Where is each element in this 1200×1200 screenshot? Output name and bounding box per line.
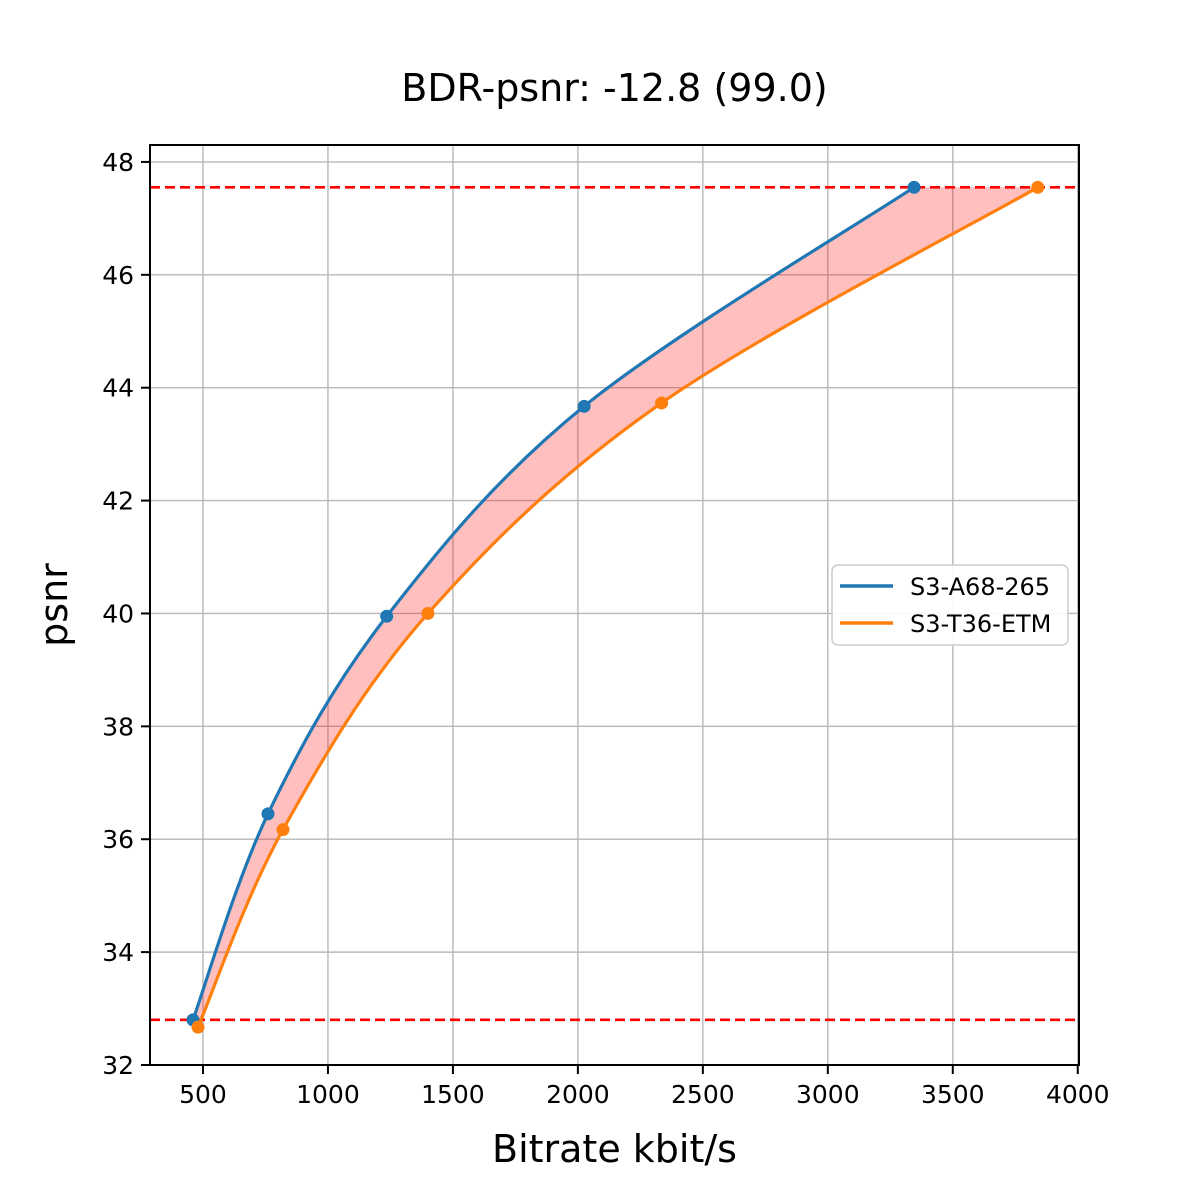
y-tick-label-36: 36 bbox=[102, 825, 134, 854]
y-tick-label-42: 42 bbox=[102, 487, 134, 516]
data-point-S3-A68-265-2 bbox=[380, 609, 394, 623]
x-tick-label-2500: 2500 bbox=[671, 1080, 735, 1109]
x-tick-label-3000: 3000 bbox=[796, 1080, 860, 1109]
y-tick-label-32: 32 bbox=[102, 1051, 134, 1080]
data-point-S3-T36-ETM-0 bbox=[191, 1020, 205, 1034]
y-tick-label-48: 48 bbox=[102, 148, 134, 177]
y-tick-label-46: 46 bbox=[102, 261, 134, 290]
x-tick-label-2000: 2000 bbox=[546, 1080, 610, 1109]
series-curve-S3-T36-ETM bbox=[196, 185, 1040, 1029]
data-point-S3-T36-ETM-1 bbox=[276, 823, 290, 837]
data-point-S3-A68-265-3 bbox=[577, 399, 591, 413]
x-tick-label-1500: 1500 bbox=[421, 1080, 485, 1109]
data-point-S3-T36-ETM-3 bbox=[655, 396, 669, 410]
x-tick-label-3500: 3500 bbox=[921, 1080, 985, 1109]
data-point-S3-A68-265-1 bbox=[261, 807, 275, 821]
chart-title: BDR-psnr: -12.8 (99.0) bbox=[401, 66, 828, 110]
series-curve-S3-A68-265 bbox=[191, 185, 916, 1022]
y-tick-label-38: 38 bbox=[102, 712, 134, 741]
x-tick-label-4000: 4000 bbox=[1046, 1080, 1110, 1109]
plot-border bbox=[149, 144, 1080, 1066]
legend-label-S3-T36-ETM: S3-T36-ETM bbox=[910, 610, 1051, 638]
data-point-S3-T36-ETM-4 bbox=[1031, 180, 1045, 194]
x-tick-label-1000: 1000 bbox=[296, 1080, 360, 1109]
x-axis-label: Bitrate kbit/s bbox=[492, 1127, 737, 1171]
data-point-S3-A68-265-4 bbox=[907, 180, 921, 194]
y-tick-label-44: 44 bbox=[102, 374, 134, 403]
legend-label-S3-A68-265: S3-A68-265 bbox=[910, 573, 1050, 601]
y-tick-label-40: 40 bbox=[102, 599, 134, 628]
data-point-S3-T36-ETM-2 bbox=[421, 606, 435, 620]
x-tick-label-500: 500 bbox=[179, 1080, 227, 1109]
y-tick-label-34: 34 bbox=[102, 938, 134, 967]
